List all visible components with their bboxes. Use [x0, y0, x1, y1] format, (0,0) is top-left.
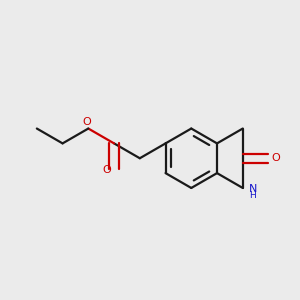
Text: O: O	[82, 117, 91, 127]
Text: O: O	[102, 165, 111, 175]
Text: N: N	[248, 184, 257, 194]
Text: H: H	[249, 191, 256, 200]
Text: O: O	[271, 153, 280, 163]
